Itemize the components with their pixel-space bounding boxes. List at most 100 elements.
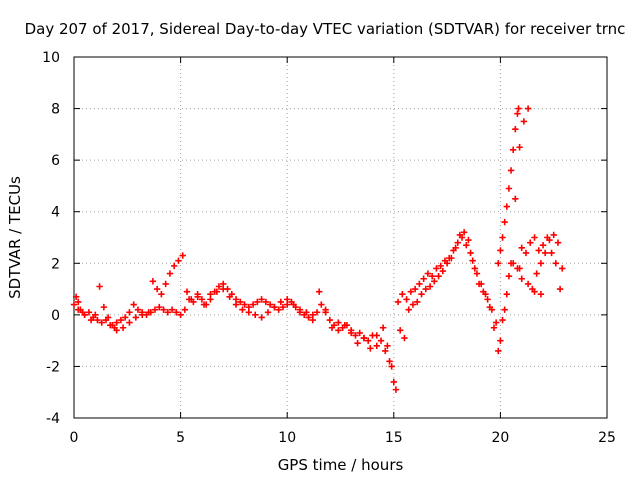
data-point bbox=[309, 311, 316, 319]
data-point bbox=[518, 244, 525, 252]
data-point bbox=[98, 319, 105, 326]
data-point bbox=[239, 306, 246, 313]
data-point bbox=[531, 288, 538, 295]
data-point bbox=[132, 314, 140, 321]
data-point bbox=[179, 252, 186, 259]
data-point bbox=[516, 144, 523, 151]
data-point bbox=[435, 272, 442, 280]
data-point bbox=[207, 296, 214, 303]
data-point bbox=[194, 291, 201, 298]
data-point bbox=[548, 249, 555, 257]
data-point bbox=[403, 296, 410, 303]
x-tick-label: 25 bbox=[598, 430, 616, 446]
data-point bbox=[70, 301, 78, 308]
data-point bbox=[100, 303, 108, 311]
data-point bbox=[271, 303, 278, 311]
data-point bbox=[552, 260, 560, 267]
axis-ticks: 0 5 10 15 20 25 -4 -2 0 2 4 6 8 10 bbox=[42, 50, 616, 446]
data-point bbox=[501, 218, 508, 226]
data-point bbox=[392, 386, 400, 393]
data-point bbox=[158, 291, 165, 298]
data-point bbox=[416, 280, 423, 288]
data-point bbox=[347, 329, 355, 337]
data-point bbox=[177, 311, 184, 319]
data-point bbox=[420, 275, 427, 282]
data-point bbox=[373, 332, 380, 339]
data-point bbox=[407, 288, 415, 295]
data-point bbox=[318, 301, 325, 308]
data-point bbox=[471, 265, 479, 272]
data-point bbox=[232, 301, 240, 308]
data-point bbox=[275, 306, 282, 313]
data-point bbox=[414, 298, 421, 306]
data-point bbox=[405, 306, 412, 313]
data-point bbox=[520, 118, 528, 125]
data-point bbox=[454, 239, 461, 246]
data-point bbox=[409, 301, 417, 308]
data-point bbox=[524, 280, 532, 288]
x-tick-label: 10 bbox=[278, 430, 296, 446]
x-tick-label: 0 bbox=[70, 430, 79, 446]
data-points bbox=[70, 105, 566, 393]
data-point bbox=[443, 260, 451, 267]
data-point bbox=[535, 247, 542, 254]
data-point bbox=[130, 301, 137, 308]
data-point bbox=[126, 309, 133, 316]
data-point bbox=[505, 272, 513, 280]
data-point bbox=[505, 185, 513, 192]
data-point bbox=[515, 105, 522, 112]
data-point bbox=[326, 316, 334, 324]
data-point bbox=[96, 283, 103, 290]
data-point bbox=[396, 327, 404, 334]
data-point bbox=[168, 306, 176, 313]
data-point bbox=[296, 306, 304, 313]
data-point bbox=[554, 239, 562, 246]
data-point bbox=[467, 249, 474, 257]
data-point bbox=[264, 309, 272, 316]
data-point bbox=[473, 270, 481, 277]
data-point bbox=[503, 203, 510, 210]
data-point bbox=[465, 236, 472, 244]
data-point bbox=[245, 309, 253, 316]
data-point bbox=[145, 309, 152, 316]
data-point bbox=[492, 319, 500, 326]
data-point bbox=[252, 311, 259, 319]
data-point bbox=[456, 231, 464, 239]
data-point bbox=[200, 301, 208, 308]
data-point bbox=[556, 285, 564, 293]
y-tick-label: -2 bbox=[46, 359, 60, 375]
data-point bbox=[134, 306, 142, 313]
data-point bbox=[160, 306, 167, 313]
data-point bbox=[460, 229, 468, 236]
data-point bbox=[394, 298, 402, 306]
y-tick-label: 0 bbox=[51, 308, 60, 324]
data-point bbox=[503, 291, 510, 298]
data-point bbox=[85, 309, 93, 316]
data-point bbox=[524, 105, 532, 112]
data-point bbox=[315, 288, 323, 295]
data-point bbox=[266, 301, 274, 308]
data-point bbox=[539, 242, 547, 249]
data-point bbox=[379, 324, 387, 331]
data-point bbox=[279, 303, 287, 311]
data-point bbox=[81, 311, 88, 319]
data-point bbox=[360, 334, 368, 342]
data-point bbox=[399, 291, 406, 298]
data-point bbox=[149, 278, 157, 285]
data-point bbox=[354, 340, 361, 347]
y-tick-label: 2 bbox=[51, 256, 60, 272]
data-point bbox=[75, 306, 82, 313]
data-point bbox=[117, 316, 125, 324]
data-point bbox=[162, 280, 169, 288]
data-point bbox=[341, 321, 348, 329]
data-point bbox=[537, 291, 545, 298]
data-point bbox=[367, 345, 374, 352]
data-point bbox=[305, 314, 312, 321]
data-point bbox=[507, 260, 515, 267]
x-tick-label: 5 bbox=[176, 430, 185, 446]
y-tick-label: 8 bbox=[51, 102, 60, 118]
data-point bbox=[254, 298, 261, 306]
data-point bbox=[490, 324, 498, 331]
data-point bbox=[181, 306, 189, 313]
data-point bbox=[437, 262, 444, 270]
